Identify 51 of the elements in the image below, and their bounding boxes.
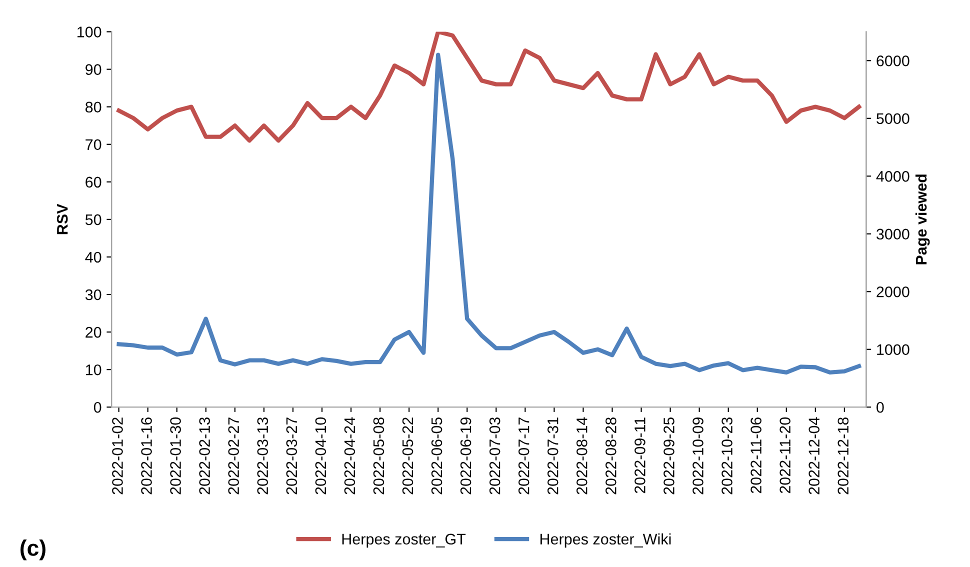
y-tick-label: 20 [86, 326, 102, 338]
x-tick-label: 2022-05-22 [402, 418, 414, 494]
y-tick-label: 90 [86, 64, 102, 75]
x-tick-label: 2022-04-10 [315, 417, 326, 494]
x-tick-label: 2022-07-31 [547, 418, 558, 494]
y2-tick-label: 1000 [877, 344, 910, 356]
x-tick-label: 2022-12-18 [838, 417, 849, 494]
x-tick-label: 2022-05-08 [373, 417, 384, 494]
y-tick-label: 10 [86, 364, 102, 376]
x-tick-label: 2022-09-11 [634, 418, 646, 494]
y-tick-label: 60 [86, 176, 102, 188]
x-tick-label: 2022-07-17 [518, 418, 530, 494]
y-tick-label: 50 [85, 214, 102, 226]
x-tick-label: 2022-02-13 [199, 417, 210, 494]
x-tick-label: 2022-03-27 [286, 418, 298, 494]
y2-tick-label: 0 [876, 402, 884, 413]
legend-label: Herpes zoster_Wiki [540, 533, 671, 548]
x-tick-label: 2022-04-24 [344, 417, 356, 494]
line-series [116, 52, 862, 375]
x-tick-label: 2022-11-20 [780, 417, 790, 494]
y-tick-label: 40 [85, 252, 102, 263]
y-tick-label: 100 [78, 26, 102, 38]
text: (c) [20, 540, 46, 560]
y2-tick-label: 5000 [876, 113, 910, 124]
y2-axis-title: Page viewed [915, 174, 930, 264]
x-tick-label: 2022-08-28 [606, 417, 616, 494]
legend-label: Herpes zoster_GT [342, 534, 466, 548]
x-tick-label: 2022-06-19 [460, 418, 472, 494]
x-tick-label: 2022-09-25 [664, 417, 674, 494]
y2-tick-label: 3000 [876, 228, 910, 240]
x-tick-label: 2022-06-05 [431, 417, 442, 494]
x-tick-label: 2022-03-13 [257, 417, 268, 494]
y2-tick-label: 2000 [876, 286, 910, 298]
x-tick-label: 2022-01-30 [170, 417, 181, 494]
x-tick-label: 2022-07-03 [489, 417, 500, 494]
line-series [116, 32, 862, 143]
x-tick-label: 2022-01-16 [141, 417, 152, 494]
y-tick-label: 30 [85, 289, 102, 300]
x-tick-label: 2022-11-06 [750, 417, 762, 494]
x-tick-label: 2022-10-09 [692, 418, 704, 494]
y-axis-title: RSV [56, 204, 68, 234]
y-tick-label: 80 [86, 102, 102, 113]
x-tick-label: 2022-12-04 [808, 417, 820, 494]
y-tick-label: 0 [94, 402, 102, 413]
y2-tick-label: 4000 [876, 170, 910, 182]
x-tick-label: 2022-10-23 [722, 417, 732, 494]
x-tick-label: 2022-01-02 [112, 418, 123, 494]
y-tick-label: 70 [86, 139, 102, 150]
y2-tick-label: 6000 [876, 55, 910, 66]
x-tick-label: 2022-08-14 [576, 417, 588, 494]
x-tick-label: 2022-02-27 [228, 418, 240, 494]
